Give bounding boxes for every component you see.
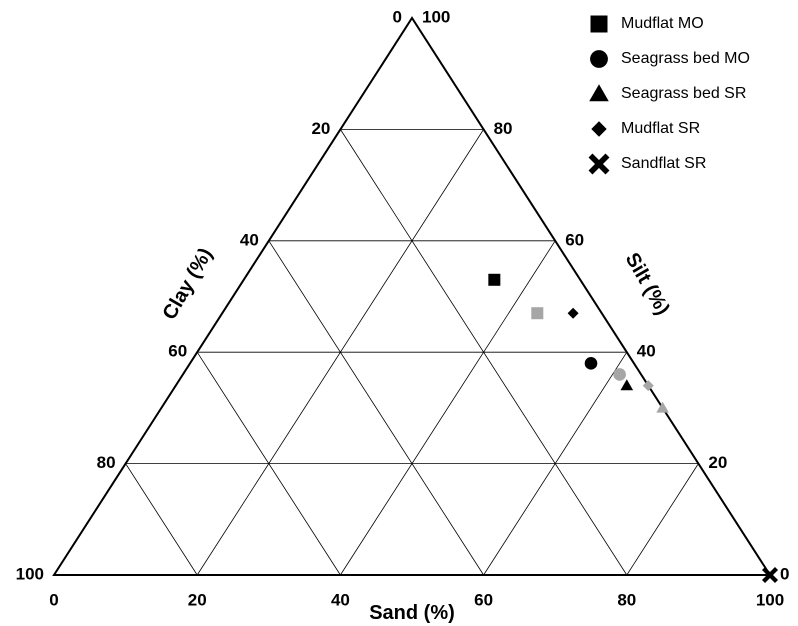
data-point-diamond [642, 380, 654, 392]
triangle-frame [52, 16, 772, 576]
sand-tick-label: 40 [331, 590, 350, 609]
sand-tick-label: 100 [756, 590, 784, 609]
silt-tick-label: 20 [708, 453, 727, 472]
sand-tick-label: 80 [617, 590, 636, 609]
legend-label: Seagrass bed MO [621, 50, 750, 67]
grid-line-clay [268, 240, 484, 576]
sand-tick-label: 60 [474, 590, 493, 609]
data-point-cross [761, 566, 779, 584]
clay-tick-label: 0 [393, 7, 402, 26]
legend-marker-triangle [589, 84, 609, 102]
legend-label: Seagrass bed SR [621, 85, 746, 102]
data-point-square [531, 307, 544, 320]
silt-axis-title: Silt (%) [621, 249, 674, 319]
grid-line-sand [483, 351, 628, 576]
legend-marker-square [590, 15, 608, 33]
clay-tick-label: 80 [97, 453, 116, 472]
grid-line-clay [125, 463, 198, 576]
data-point-circle [584, 357, 598, 370]
legend-marker-circle [590, 50, 608, 68]
legend-marker-diamond [591, 121, 607, 137]
legend-marker-cross [588, 153, 610, 175]
grid-line-sand [626, 463, 699, 576]
grid-line-sand [340, 240, 556, 576]
tick-label-layer: 0 0 0 20 20 20 40 40 40 60 60 60 80 80 80 100 100 100 [16, 7, 790, 609]
data-point-triangle [620, 379, 634, 391]
silt-tick-label: 40 [637, 342, 656, 361]
grid-line-clay [196, 351, 341, 576]
clay-tick-label: 40 [240, 230, 259, 249]
sand-axis-title: Sand (%) [369, 602, 455, 624]
legend-label: Mudflat MO [621, 15, 704, 32]
clay-tick-label: 100 [16, 564, 44, 583]
triangle-frame-layer [52, 16, 772, 576]
clay-axis-title: Clay (%) [159, 244, 218, 323]
legend-label: Sandflat SR [621, 155, 706, 172]
data-point-circle [613, 368, 626, 381]
silt-tick-label: 0 [780, 564, 789, 583]
sand-tick-label: 0 [49, 590, 58, 609]
data-point-layer [488, 273, 779, 584]
grid-layer [125, 128, 699, 576]
clay-tick-label: 20 [311, 119, 330, 138]
data-point-diamond [567, 307, 579, 319]
silt-tick-label: 60 [565, 230, 584, 249]
silt-tick-label: 80 [494, 119, 513, 138]
clay-tick-label: 60 [168, 342, 187, 361]
legend-label: Mudflat SR [621, 120, 700, 137]
legend: Mudflat MO Seagrass bed MO Seagrass bed SR… [588, 15, 750, 175]
sand-tick-label: 20 [188, 590, 207, 609]
data-point-square [488, 273, 501, 286]
silt-tick-label: 100 [422, 7, 450, 26]
data-point-triangle [656, 401, 669, 413]
